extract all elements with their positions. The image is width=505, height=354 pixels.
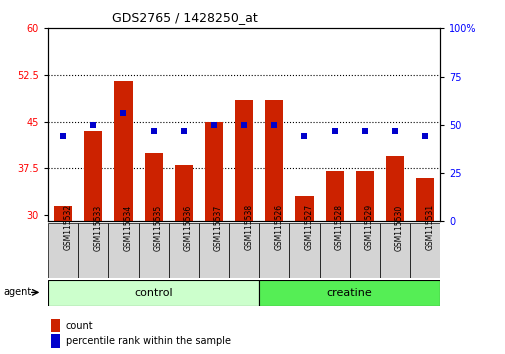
Bar <box>108 223 138 278</box>
Bar <box>265 100 283 221</box>
Bar <box>198 223 229 278</box>
Bar <box>385 156 403 221</box>
Point <box>59 133 67 139</box>
Bar <box>259 223 289 278</box>
Bar <box>84 131 102 221</box>
Point <box>360 128 368 133</box>
Bar <box>168 223 198 278</box>
Bar <box>48 280 259 306</box>
Text: percentile rank within the sample: percentile rank within the sample <box>66 336 230 346</box>
Bar <box>295 196 313 221</box>
Bar <box>114 81 132 221</box>
Point <box>89 122 97 128</box>
Text: GSM115530: GSM115530 <box>394 204 403 251</box>
Point <box>270 122 278 128</box>
Text: GSM115532: GSM115532 <box>63 204 72 251</box>
Bar <box>409 223 439 278</box>
Text: GSM115533: GSM115533 <box>93 204 102 251</box>
Text: agent: agent <box>4 287 32 297</box>
Bar <box>289 223 319 278</box>
Point <box>179 128 187 133</box>
Text: GSM115537: GSM115537 <box>214 204 223 251</box>
Bar <box>415 178 433 221</box>
Bar <box>174 165 192 221</box>
Text: GSM115529: GSM115529 <box>364 204 373 251</box>
Point <box>240 122 248 128</box>
Bar <box>48 223 78 278</box>
Text: creatine: creatine <box>326 288 372 298</box>
Text: GSM115528: GSM115528 <box>334 204 343 250</box>
Text: GSM115526: GSM115526 <box>274 204 283 251</box>
Text: GSM115531: GSM115531 <box>424 204 433 251</box>
Bar <box>54 206 72 221</box>
Bar <box>229 223 259 278</box>
Text: GSM115527: GSM115527 <box>304 204 313 251</box>
Bar <box>319 223 349 278</box>
Bar <box>355 171 373 221</box>
Point <box>390 128 398 133</box>
Bar <box>78 223 108 278</box>
Bar <box>50 319 60 332</box>
Point <box>119 110 127 116</box>
Point <box>420 133 428 139</box>
Text: GSM115536: GSM115536 <box>183 204 192 251</box>
Bar <box>138 223 168 278</box>
Text: GSM115538: GSM115538 <box>244 204 252 251</box>
Point <box>210 122 218 128</box>
Point <box>149 128 158 133</box>
Bar <box>144 153 163 221</box>
Bar <box>379 223 409 278</box>
Text: GSM115534: GSM115534 <box>123 204 132 251</box>
Bar <box>349 223 379 278</box>
Bar <box>259 280 439 306</box>
Point <box>330 128 338 133</box>
Text: control: control <box>134 288 173 298</box>
Bar <box>50 334 60 348</box>
Bar <box>205 122 223 221</box>
Text: count: count <box>66 321 93 331</box>
Point <box>300 133 308 139</box>
Bar <box>235 100 252 221</box>
Text: GDS2765 / 1428250_at: GDS2765 / 1428250_at <box>112 11 258 24</box>
Bar <box>325 171 343 221</box>
Text: GSM115535: GSM115535 <box>154 204 162 251</box>
